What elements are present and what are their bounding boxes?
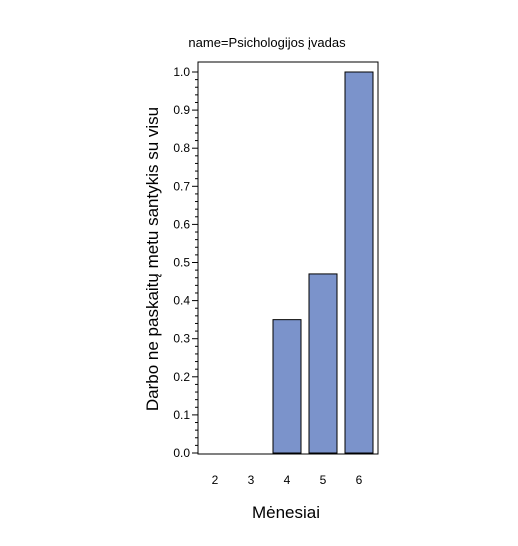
y-tick-label: 0.6 [173,217,190,231]
y-tick-label: 0.9 [173,103,190,117]
bar [344,71,374,454]
y-tick-label: 0.4 [173,294,190,308]
bar [272,319,302,454]
x-tick-label: 2 [212,473,219,487]
y-tick-label: 1.0 [173,65,190,79]
y-tick-label: 0.8 [173,141,190,155]
bar [308,273,338,454]
x-axis-label: Mėnesiai [252,503,320,522]
y-tick-label: 0.0 [173,446,190,460]
x-tick-label: 5 [320,473,327,487]
chart-title: name=Psichologijos įvadas [188,35,346,50]
x-tick-label: 4 [284,473,291,487]
y-tick-label: 0.7 [173,179,190,193]
y-tick-label: 0.1 [173,408,190,422]
x-tick-label: 3 [248,473,255,487]
y-axis-label: Darbo ne paskaitų metu santykis su visu [143,107,162,411]
x-axis: 2 3 4 5 6 [212,473,363,487]
y-tick-label: 0.5 [173,256,190,270]
plot-area [197,61,379,455]
y-tick-label: 0.3 [173,332,190,346]
y-axis: 0.0 0.1 0.2 0.3 0.4 0.5 0.6 0.7 0.8 0.9 1.0 [173,65,198,460]
y-tick-label: 0.2 [173,370,190,384]
bars [272,71,374,454]
x-tick-label: 6 [356,473,363,487]
